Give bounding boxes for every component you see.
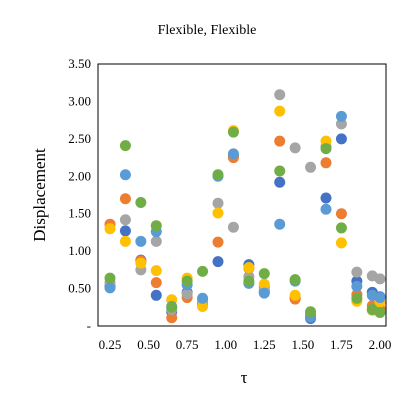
data-point-series-6	[305, 306, 317, 318]
data-point-series-6	[227, 126, 239, 138]
x-tick-label: 1.25	[253, 337, 276, 352]
data-points	[104, 89, 386, 325]
y-tick-label: 0.50	[68, 281, 91, 296]
data-point-series-2	[119, 193, 131, 205]
data-point-series-6	[150, 220, 162, 232]
data-point-series-5	[351, 280, 363, 292]
data-point-series-4	[197, 301, 209, 313]
x-tick-label: 1.75	[330, 337, 353, 352]
data-point-series-4	[119, 235, 131, 247]
data-point-series-1	[119, 225, 131, 237]
data-point-series-4	[335, 237, 347, 249]
data-point-series-4	[135, 257, 147, 269]
data-point-series-6	[320, 143, 332, 155]
data-point-series-2	[320, 157, 332, 169]
y-tick-label: -	[87, 318, 91, 333]
y-tick-label: 2.50	[68, 131, 91, 146]
x-tick-label: 0.50	[137, 337, 160, 352]
data-point-series-6	[258, 268, 270, 280]
data-point-series-3	[274, 89, 286, 101]
data-point-series-5	[374, 292, 386, 304]
data-point-series-5	[119, 169, 131, 181]
y-axis-ticks: - 0.50 1.00 1.50 2.00 2.50 3.00 3.50	[68, 56, 91, 333]
data-point-series-4	[243, 262, 255, 274]
y-tick-label: 3.00	[68, 93, 91, 108]
data-point-series-5	[135, 235, 147, 247]
data-point-series-2	[274, 135, 286, 147]
x-tick-label: 0.75	[176, 337, 199, 352]
data-point-series-2	[150, 277, 162, 289]
data-point-series-4	[274, 105, 286, 117]
data-point-series-3	[181, 288, 193, 300]
data-point-series-4	[150, 265, 162, 277]
data-point-series-2	[166, 312, 178, 324]
x-axis-ticks: 0.25 0.50 0.75 1.00 1.25 1.50 1.75 2.00	[99, 337, 392, 352]
data-point-series-2	[212, 236, 224, 248]
data-point-series-5	[104, 282, 116, 294]
y-tick-label: 3.50	[68, 56, 91, 71]
data-point-series-4	[212, 207, 224, 219]
data-point-series-6	[335, 222, 347, 234]
data-point-series-1	[274, 176, 286, 188]
data-point-series-6	[104, 272, 116, 284]
data-point-series-4	[289, 289, 301, 301]
data-point-series-6	[374, 307, 386, 319]
data-point-series-6	[119, 140, 131, 152]
data-point-series-5	[258, 287, 270, 299]
data-point-series-5	[335, 110, 347, 122]
data-point-series-5	[197, 292, 209, 304]
y-tick-label: 1.00	[68, 243, 91, 258]
y-tick-label: 1.50	[68, 206, 91, 221]
x-tick-label: 2.00	[369, 337, 392, 352]
data-point-series-6	[274, 165, 286, 177]
data-point-series-3	[289, 142, 301, 154]
data-point-series-5	[274, 218, 286, 230]
data-point-series-4	[258, 278, 270, 290]
data-point-series-6	[289, 274, 301, 286]
data-point-series-1	[320, 192, 332, 204]
x-tick-label: 0.25	[99, 337, 122, 352]
data-point-series-3	[212, 197, 224, 209]
data-point-series-6	[166, 301, 178, 313]
data-point-series-6	[243, 275, 255, 287]
chart-title: Flexible, Flexible	[158, 23, 257, 38]
data-point-series-1	[212, 256, 224, 268]
x-tick-label: 1.50	[291, 337, 314, 352]
data-point-series-4	[104, 223, 116, 235]
data-point-series-5	[320, 203, 332, 215]
y-tick-label: 2.00	[68, 168, 91, 183]
data-point-series-2	[335, 208, 347, 220]
y-axis-label: Displacement	[30, 148, 49, 242]
data-point-series-5	[227, 148, 239, 160]
data-point-series-1	[335, 133, 347, 145]
data-point-series-6	[135, 196, 147, 208]
data-point-series-1	[150, 289, 162, 301]
data-point-series-3	[150, 235, 162, 247]
x-axis-label: τ	[241, 368, 248, 387]
data-point-series-6	[181, 275, 193, 287]
data-point-series-3	[374, 273, 386, 285]
x-tick-label: 1.00	[214, 337, 237, 352]
data-point-series-3	[119, 214, 131, 226]
data-point-series-3	[351, 266, 363, 278]
data-point-series-3	[305, 161, 317, 173]
data-point-series-6	[351, 292, 363, 304]
data-point-series-6	[197, 265, 209, 277]
data-point-series-6	[212, 169, 224, 181]
data-point-series-3	[227, 221, 239, 233]
plot-frame	[97, 63, 387, 327]
